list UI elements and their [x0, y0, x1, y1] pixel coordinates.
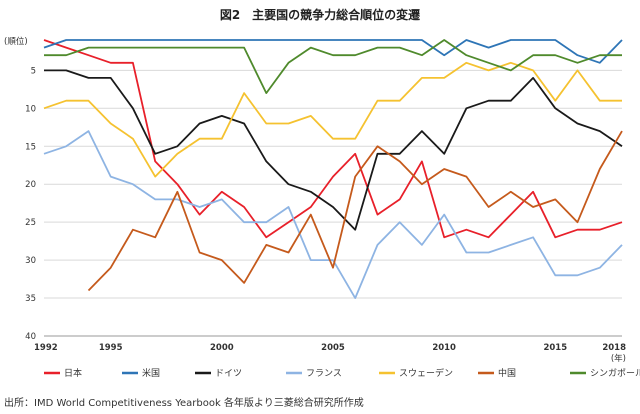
y-tick-label: 10	[25, 104, 36, 114]
x-tick-label: 2018	[602, 343, 626, 353]
legend-label-6: シンガポール	[590, 368, 640, 379]
y-tick-label: 35	[25, 294, 36, 304]
x-axis-label: (年)	[611, 353, 626, 364]
y-tick-label: 40	[25, 332, 36, 342]
x-tick-label: 2010	[432, 343, 456, 353]
y-tick-label: 5	[31, 66, 36, 76]
series-line-5	[87, 130, 623, 292]
source-note: 出所：IMD World Competitiveness Yearbook 各年…	[4, 398, 364, 409]
series-line-6	[44, 39, 622, 94]
legend-label-4: スウェーデン	[399, 367, 453, 379]
x-tick-label: 2015	[543, 343, 567, 353]
y-tick-label: 20	[25, 180, 36, 190]
series-line-1	[43, 39, 623, 64]
x-tick-label: 2000	[210, 343, 234, 353]
series-line-0	[43, 39, 623, 239]
y-tick-label: 15	[25, 142, 36, 152]
legend-label-3: フランス	[306, 368, 342, 379]
chart-title: 図2 主要国の競争力総合順位の変遷	[219, 8, 421, 22]
x-tick-label: 1992	[34, 343, 58, 353]
x-tick-label: 2005	[321, 343, 345, 353]
legend-label-2: ドイツ	[215, 369, 242, 379]
y-tick-label: 30	[25, 256, 36, 266]
legend-label-1: 米国	[142, 367, 160, 379]
series-line-3	[43, 130, 623, 299]
y-axis-label: (順位)	[4, 36, 28, 47]
series-line-4	[43, 61, 622, 178]
legend-label-0: 日本	[64, 367, 82, 379]
y-tick-label: 25	[25, 218, 36, 228]
x-tick-label: 1995	[99, 343, 123, 353]
legend-label-5: 中国	[498, 367, 516, 379]
series-line-2	[44, 69, 623, 231]
